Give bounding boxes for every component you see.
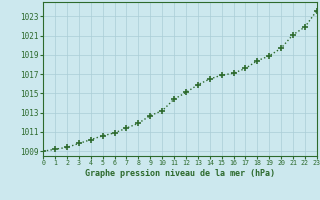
X-axis label: Graphe pression niveau de la mer (hPa): Graphe pression niveau de la mer (hPa) bbox=[85, 169, 275, 178]
